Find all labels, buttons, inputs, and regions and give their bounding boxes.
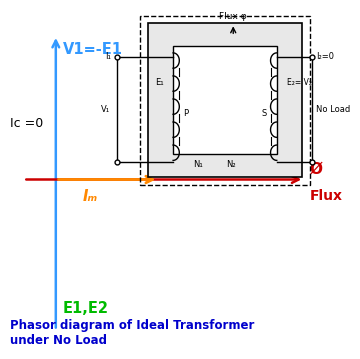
Text: Flux: Flux: [310, 189, 343, 203]
Text: Iₘ: Iₘ: [83, 188, 98, 204]
Text: V1=-E1: V1=-E1: [63, 42, 122, 57]
Text: E1,E2: E1,E2: [63, 301, 109, 316]
Text: Ø: Ø: [310, 161, 323, 176]
Text: Phasor diagram of Ideal Transformer
under No Load: Phasor diagram of Ideal Transformer unde…: [10, 319, 254, 347]
Text: Ic =0: Ic =0: [10, 117, 43, 130]
